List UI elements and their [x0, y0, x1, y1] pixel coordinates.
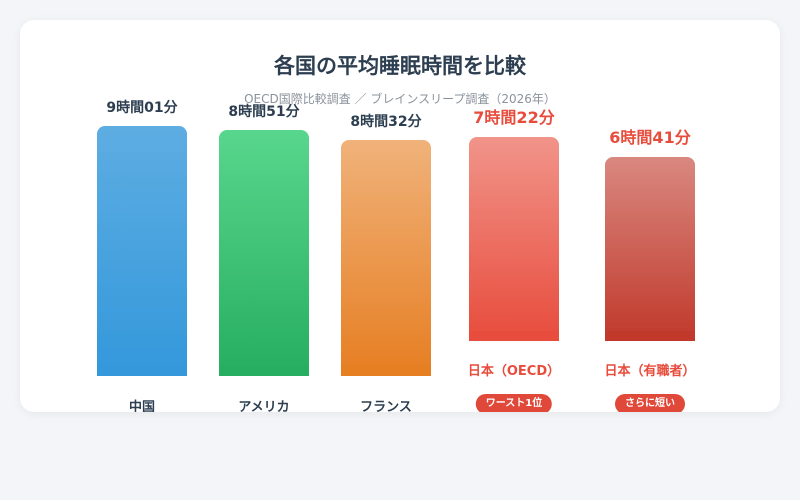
bar-base-4 — [605, 331, 695, 341]
bar-base-0 — [97, 366, 187, 376]
bar-value-label-1: 8時間51分 — [228, 103, 299, 120]
bar-value-label-3: 7時間22分 — [473, 108, 554, 127]
category-label-3: 日本（OECD） — [468, 363, 560, 379]
bar-base-2 — [341, 366, 431, 376]
bar-badge-3: ワースト1位 — [475, 394, 553, 412]
bar-1 — [219, 130, 309, 376]
bar-4 — [605, 157, 695, 341]
category-label-2: フランス — [360, 400, 412, 412]
category-label-4: 日本（有職者） — [604, 363, 695, 379]
bar-badge-4: さらに短い — [615, 394, 685, 412]
bar-0 — [97, 126, 187, 376]
category-label-1: アメリカ — [238, 400, 289, 412]
bar-value-label-4: 6時間41分 — [609, 128, 690, 147]
bar-2 — [341, 140, 431, 376]
chart-title: 各国の平均睡眠時間を比較 — [274, 54, 526, 78]
bar-base-3 — [469, 331, 559, 341]
chart-subtitle: OECD国際比較調査 ／ ブレインスリープ調査（2026年） — [244, 92, 556, 106]
chart-card: 各国の平均睡眠時間を比較 OECD国際比較調査 ／ ブレインスリープ調査（202… — [20, 20, 780, 412]
bar-base-1 — [219, 366, 309, 376]
category-label-0: 中国 — [129, 399, 155, 412]
bar-3 — [469, 137, 559, 341]
bar-value-label-2: 8時間32分 — [350, 113, 421, 130]
bar-value-label-0: 9時間01分 — [106, 99, 177, 116]
